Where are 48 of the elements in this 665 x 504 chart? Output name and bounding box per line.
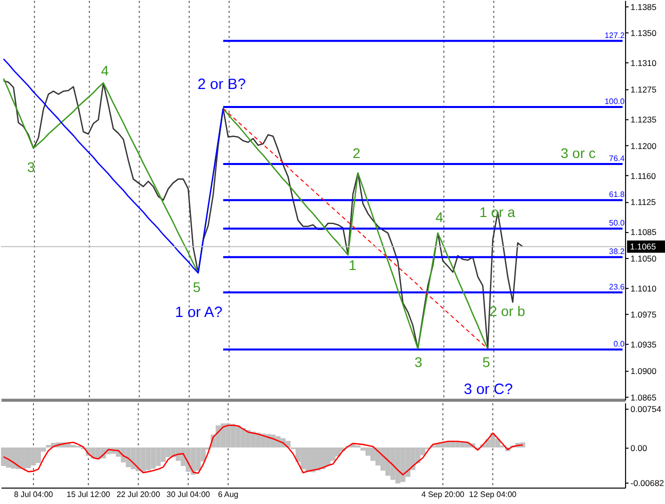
annotation: 3 bbox=[27, 159, 36, 176]
y-tick-label: 1.1085 bbox=[630, 227, 657, 238]
annotation: 3 bbox=[414, 354, 422, 370]
y-tick-label: 1.1350 bbox=[630, 28, 657, 38]
y-tick-label: 1.1235 bbox=[630, 114, 657, 124]
series-label: 50.0 bbox=[609, 218, 626, 228]
series-label: 100.0 bbox=[604, 96, 626, 106]
y-tick-label: 1.1160 bbox=[630, 170, 656, 181]
y-tick-label: 1.1385 bbox=[630, 2, 657, 12]
x-tick-label: 4 Sep 20:00 bbox=[421, 490, 465, 500]
y-tick-label: 0.00754 bbox=[630, 404, 662, 414]
ref-line-label: 1.1065 bbox=[630, 242, 656, 252]
y-tick-label: 1.0935 bbox=[630, 340, 657, 350]
x-tick-label: 6 Aug bbox=[218, 490, 238, 500]
series-label: 61.8 bbox=[609, 190, 626, 200]
annotation: 2 or b bbox=[489, 302, 526, 319]
annotation: 3 or c bbox=[560, 145, 596, 162]
annotation: 1 or A? bbox=[174, 304, 222, 321]
annotation: 5 bbox=[482, 354, 490, 370]
annotation: 4 bbox=[435, 209, 444, 226]
annotation: 2 bbox=[352, 145, 361, 162]
series-label: 127.2 bbox=[604, 30, 626, 40]
annotation: 4 bbox=[100, 62, 109, 78]
x-tick-label: 12 Sep 04:00 bbox=[469, 490, 518, 500]
series-label: 0.0 bbox=[613, 339, 626, 348]
y-tick-label: 1.1010 bbox=[630, 283, 657, 294]
y-tick-label: 1.1050 bbox=[630, 253, 657, 264]
y-tick-label: 1.1125 bbox=[630, 197, 656, 208]
y-tick-label: 1.0865 bbox=[630, 392, 657, 402]
annotation: 3 or C? bbox=[464, 380, 513, 398]
x-tick-label: 22 Jul 20:00 bbox=[116, 490, 161, 500]
y-tick-label: 1.0900 bbox=[630, 366, 657, 376]
y-tick-label: 1.1275 bbox=[630, 84, 657, 94]
x-tick-label: 15 Jul 12:00 bbox=[66, 490, 111, 500]
series-label: 38.2 bbox=[609, 247, 626, 256]
x-tick-label: 8 Jul 04:00 bbox=[14, 490, 54, 500]
y-tick-label: 1.1200 bbox=[630, 140, 657, 151]
y-tick-label: 1.0975 bbox=[630, 310, 657, 320]
series-label: 76.4 bbox=[609, 154, 626, 164]
annotation: 1 bbox=[348, 256, 357, 273]
series-label: 23.6 bbox=[609, 282, 626, 292]
annotation: 2 or B? bbox=[198, 76, 246, 94]
y-tick-label: 0.00 bbox=[630, 443, 648, 454]
x-tick-label: 30 Jul 04:00 bbox=[166, 490, 210, 500]
y-tick-label: -0.00682 bbox=[630, 478, 664, 488]
annotation: 5 bbox=[192, 278, 201, 295]
annotation: 1 or a bbox=[479, 204, 516, 220]
y-tick-label: 1.1310 bbox=[630, 58, 657, 68]
